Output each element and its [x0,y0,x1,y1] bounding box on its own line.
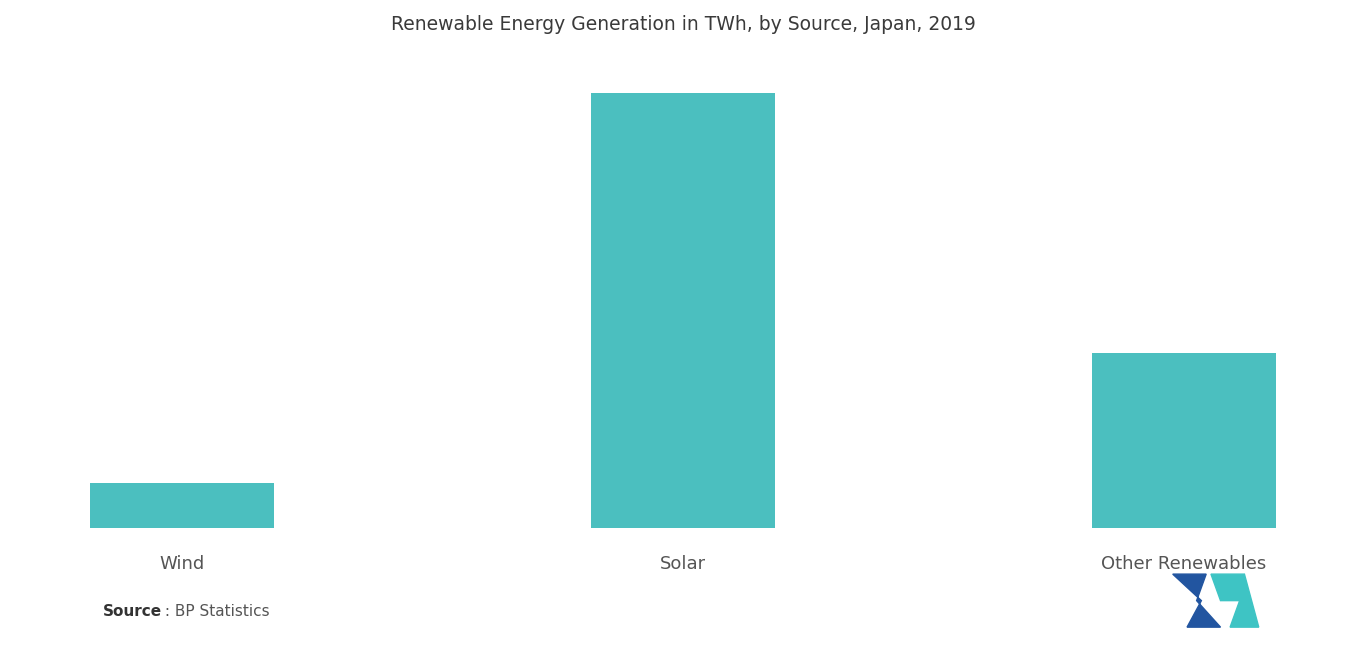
Bar [1093,353,1276,529]
Text: Solar: Solar [660,555,706,572]
Bar [90,483,273,529]
Text: : BP Statistics: : BP Statistics [160,604,269,619]
Bar [591,92,775,529]
Text: Other Renewables: Other Renewables [1101,555,1266,572]
Text: Wind: Wind [160,555,205,572]
Title: Renewable Energy Generation in TWh, by Source, Japan, 2019: Renewable Energy Generation in TWh, by S… [391,15,975,34]
Text: Source: Source [102,604,161,619]
Polygon shape [1172,574,1221,627]
Polygon shape [1212,574,1259,627]
